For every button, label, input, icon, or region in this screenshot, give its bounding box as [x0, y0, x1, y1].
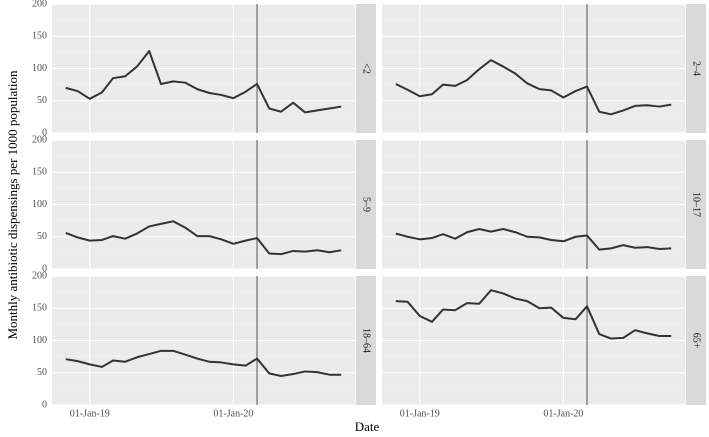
strip	[356, 276, 376, 405]
y-tick-label: 150	[32, 31, 47, 42]
x-tick-label: 01-Jan-20	[543, 408, 583, 419]
y-tick-label: 0	[42, 127, 47, 138]
data-line	[395, 289, 672, 340]
y-axis-label: Monthly antibiotic dispensings per 1000 …	[5, 70, 20, 340]
data-line	[65, 220, 342, 256]
strip	[356, 140, 376, 269]
y-tick-label: 50	[37, 231, 47, 242]
y-tick-label: 100	[32, 335, 47, 346]
y-tick-label: 150	[32, 303, 47, 314]
panel-title: 65+	[691, 333, 702, 349]
data-line	[395, 59, 672, 116]
strip	[686, 276, 706, 405]
y-tick-label: 0	[42, 263, 47, 274]
strip	[686, 4, 706, 133]
data-line	[395, 228, 672, 251]
y-tick-label: 100	[32, 199, 47, 210]
panel-title: 5–9	[361, 197, 372, 212]
panel-title: <2	[361, 63, 372, 74]
y-tick-label: 200	[32, 134, 47, 145]
y-tick-label: 50	[37, 367, 47, 378]
y-tick-label: 200	[32, 0, 47, 9]
x-tick-label: 01-Jan-19	[70, 408, 110, 419]
panel-title: 2–4	[691, 61, 702, 76]
panel-title: 10–17	[691, 192, 702, 217]
y-tick-label: 150	[32, 167, 47, 178]
data-line	[65, 349, 342, 377]
x-tick-label: 01-Jan-19	[400, 408, 440, 419]
strip	[686, 140, 706, 269]
x-tick-label: 01-Jan-20	[213, 408, 253, 419]
y-tick-label: 0	[42, 399, 47, 410]
y-tick-label: 50	[37, 95, 47, 106]
y-tick-label: 200	[32, 270, 47, 281]
data-line	[65, 50, 342, 114]
y-tick-label: 100	[32, 63, 47, 74]
x-axis-label: Date	[355, 419, 380, 434]
strip	[356, 4, 376, 133]
panel-title: 18–64	[361, 328, 372, 353]
